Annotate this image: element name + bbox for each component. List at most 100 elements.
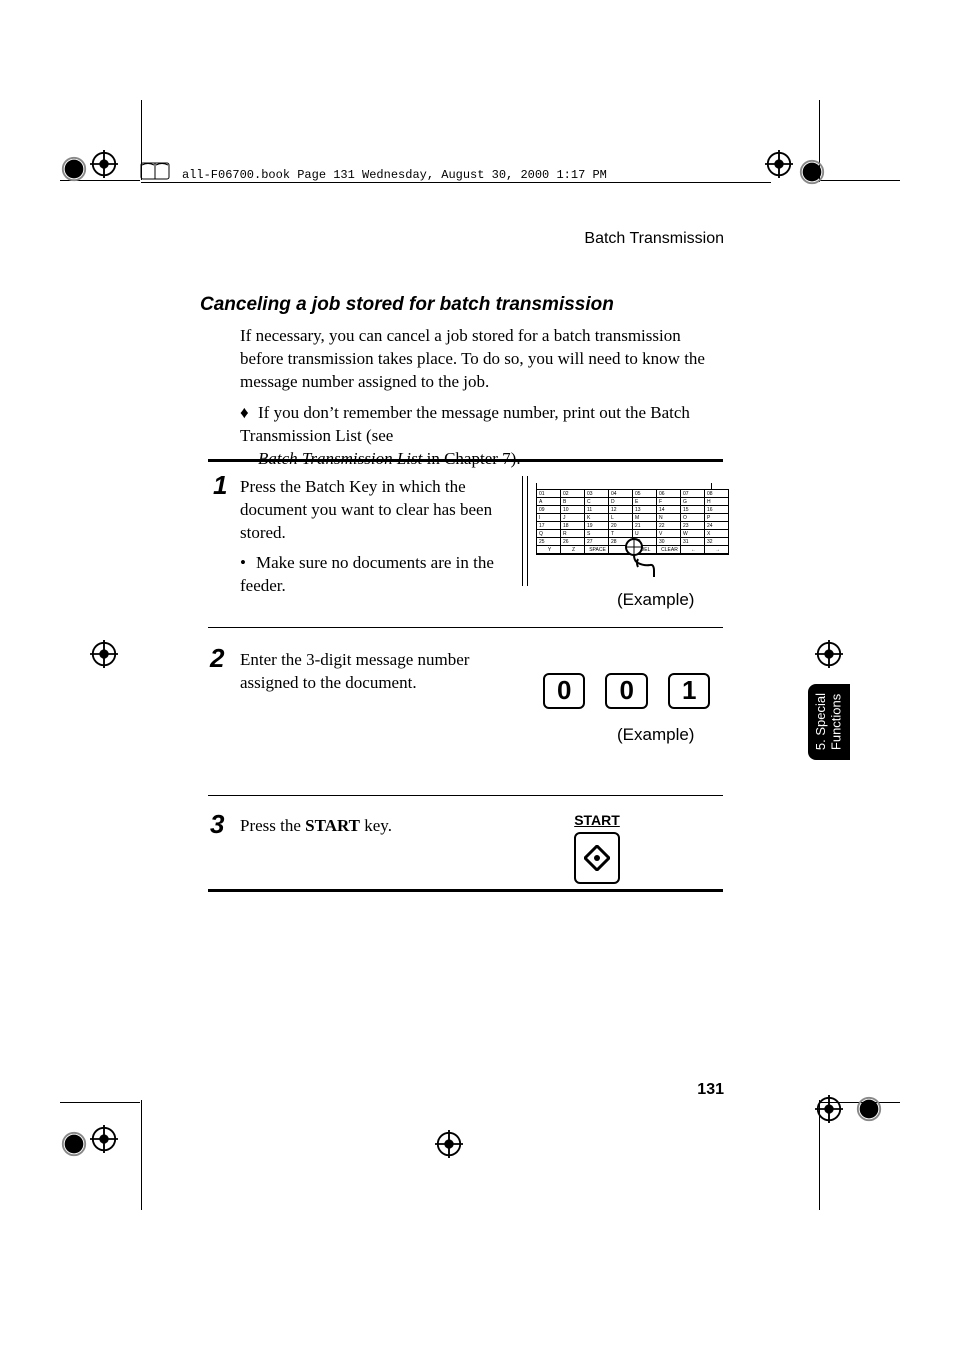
keypad-cell: X bbox=[705, 530, 729, 538]
step-1-text: Press the Batch Key in which the documen… bbox=[240, 476, 515, 545]
keypad-cell: D bbox=[609, 498, 633, 506]
keypad-cell: Q bbox=[537, 530, 561, 538]
keypad-cell: 31 bbox=[681, 538, 705, 546]
corner-dot-icon bbox=[60, 1130, 88, 1158]
step-divider bbox=[208, 459, 723, 462]
keypad-cell: 23 bbox=[681, 522, 705, 530]
keypad-cell: G bbox=[681, 498, 705, 506]
crop-line bbox=[141, 1100, 142, 1210]
keypad-cell: 17 bbox=[537, 522, 561, 530]
keypad-cell: 20 bbox=[609, 522, 633, 530]
keypad-cell: 09 bbox=[537, 506, 561, 514]
keypad-cell: SPACE bbox=[585, 546, 609, 554]
keypad-cell: H bbox=[705, 498, 729, 506]
keypad-cell: 26 bbox=[561, 538, 585, 546]
step-3-text: Press the START key. bbox=[240, 815, 520, 838]
bullet-diamond-icon: ♦ bbox=[240, 402, 258, 425]
step-2-example-caption: (Example) bbox=[617, 725, 694, 745]
keypad-cell: → bbox=[705, 546, 729, 554]
keypad-cell: 19 bbox=[585, 522, 609, 530]
keypad-cell: Z bbox=[561, 546, 585, 554]
keypad-cell: ← bbox=[681, 546, 705, 554]
start-key-icon bbox=[574, 832, 620, 884]
press-hand-icon bbox=[624, 537, 658, 582]
keypad-cell: 25 bbox=[537, 538, 561, 546]
digit-key: 0 bbox=[605, 673, 647, 709]
rapid-keypad-figure: 0102030405060708ABCDEFGH0910111213141516… bbox=[536, 483, 729, 555]
keypad-cell: 32 bbox=[705, 538, 729, 546]
keypad-cell: O bbox=[681, 514, 705, 522]
keypad-cell: 22 bbox=[657, 522, 681, 530]
intro-paragraph: If necessary, you can cancel a job store… bbox=[240, 325, 715, 394]
registration-mark-icon bbox=[90, 640, 118, 668]
keypad-cell: A bbox=[537, 498, 561, 506]
page-header-title: Batch Transmission bbox=[584, 230, 724, 248]
bullet-dot-icon: • bbox=[240, 552, 256, 575]
keypad-cell: 10 bbox=[561, 506, 585, 514]
chapter-thumb-label: 5. SpecialFunctions bbox=[813, 693, 844, 750]
keypad-cell: 05 bbox=[633, 490, 657, 498]
keypad-cell: 16 bbox=[705, 506, 729, 514]
section-heading: Canceling a job stored for batch transmi… bbox=[200, 294, 614, 316]
registration-mark-icon bbox=[815, 1095, 843, 1123]
step-1-example-caption: (Example) bbox=[617, 590, 694, 610]
step-2-text: Enter the 3-digit message number assigne… bbox=[240, 649, 515, 695]
keypad-cell: 13 bbox=[633, 506, 657, 514]
keypad-cell: I bbox=[537, 514, 561, 522]
keypad-cell: J bbox=[561, 514, 585, 522]
page-meta-line: all-F06700.book Page 131 Wednesday, Augu… bbox=[180, 168, 609, 182]
keypad-cell: L bbox=[609, 514, 633, 522]
bullet-pre: If you don’t remember the message number… bbox=[240, 403, 690, 445]
step-number-1: 1 bbox=[213, 470, 227, 501]
registration-mark-icon bbox=[90, 1125, 118, 1153]
keypad-cell: 18 bbox=[561, 522, 585, 530]
keypad-cell: 30 bbox=[657, 538, 681, 546]
keypad-cell: 27 bbox=[585, 538, 609, 546]
keypad-cell: N bbox=[657, 514, 681, 522]
step-divider bbox=[208, 627, 723, 628]
keypad-cell: 21 bbox=[633, 522, 657, 530]
keypad-cell: 06 bbox=[657, 490, 681, 498]
step-divider bbox=[208, 795, 723, 796]
corner-dot-icon bbox=[60, 155, 88, 183]
chapter-thumb-tab: 5. SpecialFunctions bbox=[808, 684, 850, 760]
keypad-cell: K bbox=[585, 514, 609, 522]
keypad-cell: 15 bbox=[681, 506, 705, 514]
step-separator-line bbox=[527, 476, 528, 586]
keypad-cell: 11 bbox=[585, 506, 609, 514]
page-number: 131 bbox=[697, 1081, 724, 1099]
corner-dot-icon bbox=[798, 158, 826, 186]
start-label: START bbox=[574, 812, 620, 828]
keypad-cell: C bbox=[585, 498, 609, 506]
step-divider bbox=[208, 889, 723, 892]
keypad-cell: 08 bbox=[705, 490, 729, 498]
step-separator-line bbox=[522, 476, 523, 586]
keypad-cell: M bbox=[633, 514, 657, 522]
keypad-cell: 14 bbox=[657, 506, 681, 514]
step-number-2: 2 bbox=[210, 643, 224, 674]
registration-mark-icon bbox=[90, 150, 118, 178]
keypad-cell: V bbox=[657, 530, 681, 538]
keypad-cell: E bbox=[633, 498, 657, 506]
digit-key: 0 bbox=[543, 673, 585, 709]
step-number-3: 3 bbox=[210, 809, 224, 840]
keypad-cell: 02 bbox=[561, 490, 585, 498]
keypad-cell: 07 bbox=[681, 490, 705, 498]
keypad-cell: CLEAR bbox=[657, 546, 681, 554]
keypad-cell: R bbox=[561, 530, 585, 538]
keypad-cell: F bbox=[657, 498, 681, 506]
registration-mark-icon bbox=[815, 640, 843, 668]
keypad-cell: 04 bbox=[609, 490, 633, 498]
step-2-keys: 0 0 1 bbox=[535, 673, 718, 709]
crop-line bbox=[60, 1102, 140, 1103]
keypad-cell: S bbox=[585, 530, 609, 538]
crop-line bbox=[820, 180, 900, 181]
keypad-cell: 01 bbox=[537, 490, 561, 498]
corner-dot-icon bbox=[855, 1095, 883, 1123]
keypad-cell: B bbox=[561, 498, 585, 506]
book-icon bbox=[140, 160, 170, 187]
meta-rule bbox=[141, 182, 771, 183]
keypad-cell: 03 bbox=[585, 490, 609, 498]
keypad-cell: W bbox=[681, 530, 705, 538]
step-1-sub-bullet: •Make sure no documents are in the feede… bbox=[240, 552, 500, 598]
